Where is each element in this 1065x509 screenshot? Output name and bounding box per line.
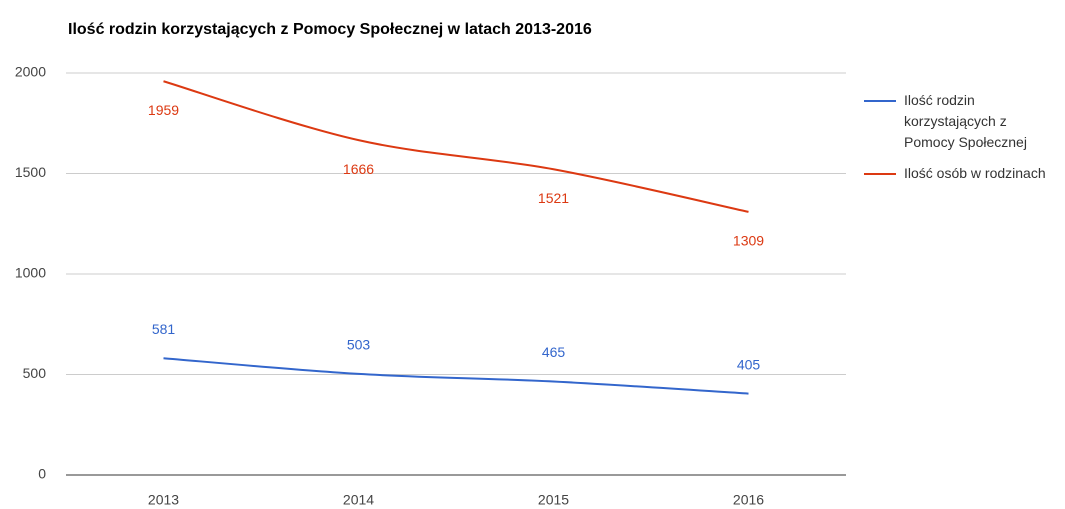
data-label: 1309 (733, 233, 764, 249)
x-tick-label: 2013 (148, 492, 179, 508)
legend-label: Ilość rodzin korzystających z Pomocy Spo… (904, 92, 1027, 150)
legend-label: Ilość osób w rodzinach (904, 165, 1046, 181)
data-label: 1959 (148, 102, 179, 118)
series-line (163, 357, 749, 395)
data-label: 503 (347, 337, 371, 353)
x-tick-label: 2015 (538, 492, 569, 508)
data-label: 405 (737, 356, 761, 372)
data-label: 465 (542, 344, 566, 360)
legend-swatch (864, 173, 896, 175)
legend-item: Ilość rodzin korzystających z Pomocy Spo… (864, 90, 1054, 153)
data-label: 1666 (343, 161, 374, 177)
y-tick-label: 1500 (15, 164, 46, 180)
chart-title: Ilość rodzin korzystających z Pomocy Spo… (68, 21, 592, 38)
y-tick-label: 2000 (15, 64, 46, 80)
legend-swatch (864, 100, 896, 102)
data-label: 1521 (538, 190, 569, 206)
data-label: 581 (152, 321, 176, 337)
y-tick-label: 0 (38, 466, 46, 482)
x-tick-label: 2016 (733, 492, 764, 508)
legend-item: Ilość osób w rodzinach (864, 163, 1054, 184)
series-line (163, 80, 749, 213)
y-tick-label: 1000 (15, 265, 46, 281)
x-tick-label: 2014 (343, 492, 374, 508)
y-tick-label: 500 (23, 365, 47, 381)
